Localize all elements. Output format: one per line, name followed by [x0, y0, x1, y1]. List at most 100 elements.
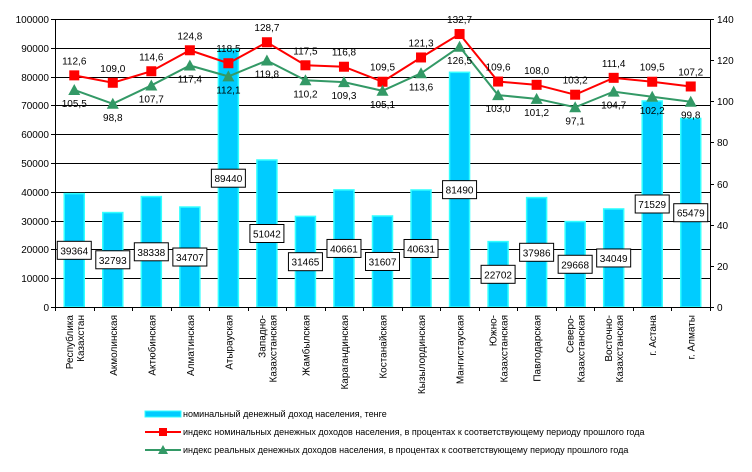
legend: номинальный денежный доход населения, те… — [144, 409, 644, 455]
nominal-index-label: 116,8 — [332, 48, 357, 59]
bar-value-label: 81490 — [442, 180, 478, 200]
legend-bar-swatch — [144, 410, 182, 418]
square-marker — [261, 37, 272, 48]
y2-tick-label: 120 — [717, 56, 734, 67]
real-index-label: 109,3 — [331, 91, 356, 102]
square-marker — [338, 61, 349, 72]
bar-label-box — [480, 264, 516, 284]
category-label: Северо- Казахстанская — [566, 315, 588, 382]
category-label-line: Казахстанская — [500, 315, 511, 382]
legend-square-marker — [159, 428, 167, 436]
square-marker — [146, 66, 157, 77]
nominal-index-label: 114,6 — [139, 52, 164, 63]
category-label: Актюбинская — [146, 315, 158, 376]
square-marker — [107, 77, 118, 88]
y2-tick-label: 40 — [717, 221, 729, 232]
bar-label-box — [442, 180, 478, 200]
triangle-marker — [530, 92, 543, 104]
square-marker — [570, 89, 581, 100]
bar-value-label: 31465 — [287, 252, 323, 272]
nominal-index-label: 109,0 — [100, 64, 125, 75]
y2-tick-label: 20 — [717, 262, 729, 273]
legend-item: индекс реальных денежных доходов населен… — [145, 445, 628, 455]
category-label: Атырауская — [224, 315, 235, 370]
nominal-index-label: 109,5 — [640, 63, 665, 74]
square-marker — [493, 76, 504, 87]
category-label-line: Костанайская — [379, 315, 390, 379]
bar-label-box — [326, 238, 362, 258]
real-index-label: 98,8 — [103, 113, 123, 124]
bar-value-label: 40631 — [403, 238, 439, 258]
triangle-marker — [68, 83, 81, 95]
real-index-label: 113,6 — [409, 82, 434, 93]
category-label-line: Алматинская — [186, 315, 197, 376]
bar-label-box — [634, 194, 670, 214]
bar-label-text: 40661 — [330, 244, 358, 255]
bar-label-box — [133, 242, 169, 262]
real-index-label: 117,4 — [178, 74, 203, 85]
bar-label-box — [596, 248, 632, 268]
bar-label-text: 40631 — [407, 244, 435, 255]
y-tick-label: 50000 — [21, 159, 49, 170]
real-index-label: 112,1 — [216, 85, 241, 96]
triangle-marker — [415, 67, 428, 79]
bar-label-box — [673, 203, 709, 223]
y-tick-label: 80000 — [21, 73, 49, 84]
real-index-label: 110,2 — [293, 89, 318, 100]
bar-value-label: 65479 — [673, 203, 709, 223]
bar-label-text: 65479 — [677, 209, 705, 220]
y-tick-label: 60000 — [21, 130, 49, 141]
bar-label-box — [403, 238, 439, 258]
nominal-index-label: 109,5 — [370, 63, 395, 74]
triangle-marker — [684, 95, 697, 107]
triangle-marker — [299, 74, 312, 86]
real-index-label: 103,0 — [486, 104, 511, 115]
y2-tick-label: 60 — [717, 180, 729, 191]
bar-label-text: 29668 — [561, 260, 589, 271]
square-marker — [377, 76, 388, 87]
bar-label-box — [210, 168, 246, 188]
nominal-index-label: 109,6 — [486, 63, 511, 74]
y-tick-label: 70000 — [21, 101, 49, 112]
nominal-index-label: 121,3 — [409, 38, 434, 49]
bar-value-label: 31607 — [365, 251, 400, 271]
category-label: Восточно- Казахстанская — [604, 315, 626, 382]
nominal-index-label: 108,0 — [524, 66, 549, 77]
y-tick-label: 0 — [43, 303, 49, 314]
triangle-marker — [453, 40, 466, 52]
category-label-line: Казахстанская — [268, 315, 279, 382]
category-label-line: г. Алматы — [687, 315, 698, 359]
real-index-label: 107,7 — [139, 94, 164, 105]
bar-label-box — [95, 250, 131, 270]
square-marker — [608, 72, 619, 83]
bar-value-label: 22702 — [480, 264, 516, 284]
axes: 0 10000 20000 30000 40000 50000 60000 70000 8000… — [16, 15, 734, 314]
nominal-index-label: 132,7 — [447, 15, 472, 26]
square-marker — [223, 58, 234, 69]
bar-value-label: 34707 — [172, 247, 208, 267]
bar-label-text: 31607 — [369, 257, 397, 268]
nominal-index-label: 111,4 — [602, 59, 626, 70]
category-label: Алматинская — [186, 315, 197, 376]
legend-label: номинальный денежный доход населения, те… — [183, 409, 387, 419]
triangle-marker — [492, 89, 505, 101]
bar-value-label: 34049 — [596, 248, 632, 268]
triangle-marker — [376, 84, 389, 96]
category-labels: Республика Казахстан Акмолинская Актюбинска… — [64, 315, 698, 395]
bar-label-text: 81490 — [446, 186, 474, 197]
bar-value-label: 29668 — [557, 254, 593, 274]
bar-label-box — [249, 223, 285, 243]
category-label: Костанайская — [379, 315, 390, 379]
bar-series — [63, 48, 702, 308]
square-marker — [416, 52, 427, 63]
square-marker — [454, 29, 465, 40]
real-index-label: 99,8 — [681, 111, 701, 122]
triangle-marker — [183, 59, 196, 71]
y2-tick-label: 140 — [717, 15, 734, 26]
category-label-line: Мангистауская — [456, 315, 467, 384]
triangle-marker — [145, 79, 158, 91]
category-label-line: Кызылординская — [417, 315, 428, 394]
bar-value-label: 89440 — [210, 168, 246, 188]
real-index-label: 119,8 — [255, 70, 280, 81]
